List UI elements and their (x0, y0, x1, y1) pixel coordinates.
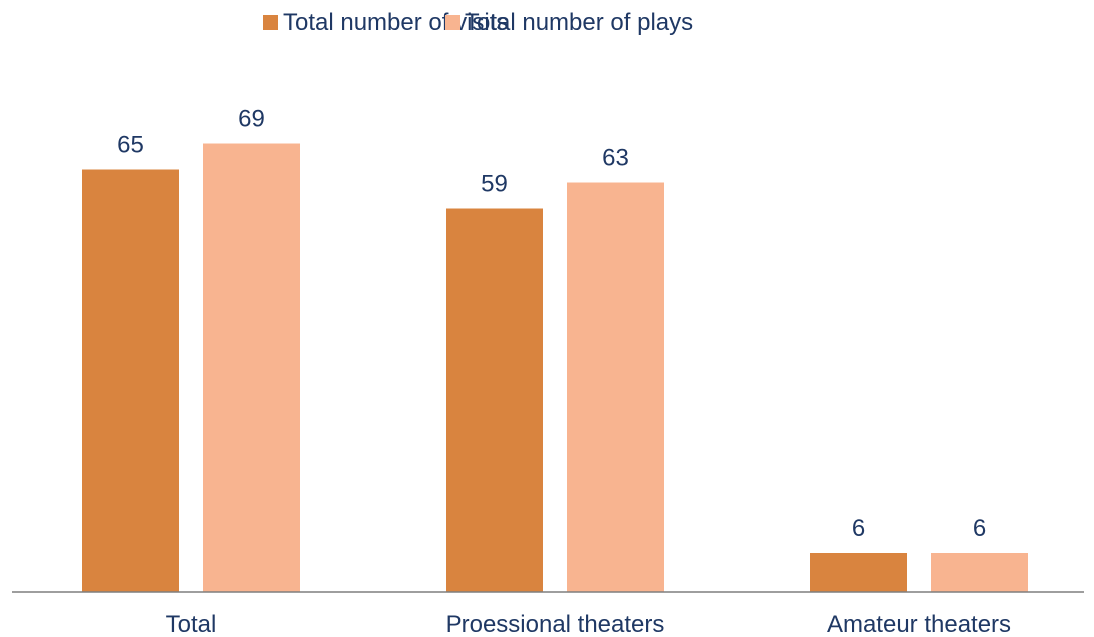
legend-label-0: Total number of visits (283, 9, 508, 36)
data-label-1-0: 69 (238, 106, 265, 133)
bar-1-1 (567, 182, 664, 592)
x-tick-label-2: Amateur theaters (827, 611, 1011, 637)
bar-0-0 (82, 169, 179, 592)
legend-swatch-1 (445, 15, 460, 30)
bars-group (82, 143, 1028, 592)
data-label-0-0: 65 (117, 132, 144, 159)
data-label-0-1: 59 (481, 171, 508, 198)
bar-0-1 (446, 208, 543, 592)
legend-swatch-0 (263, 15, 278, 30)
x-tick-label-0: Total (166, 611, 217, 637)
x-tick-labels-group: Total Proessional theaters Amateur theater… (166, 611, 1011, 637)
data-labels-group: 65 69 59 63 6 6 (117, 106, 986, 543)
data-label-1-2: 6 (973, 515, 986, 542)
data-label-1-1: 63 (602, 145, 629, 172)
bar-1-2 (931, 553, 1028, 592)
legend-label-1: Total number of plays (465, 9, 693, 36)
bar-1-0 (203, 143, 300, 592)
bar-0-2 (810, 553, 907, 592)
x-tick-label-1: Proessional theaters (446, 611, 665, 637)
data-label-0-2: 6 (852, 515, 865, 542)
